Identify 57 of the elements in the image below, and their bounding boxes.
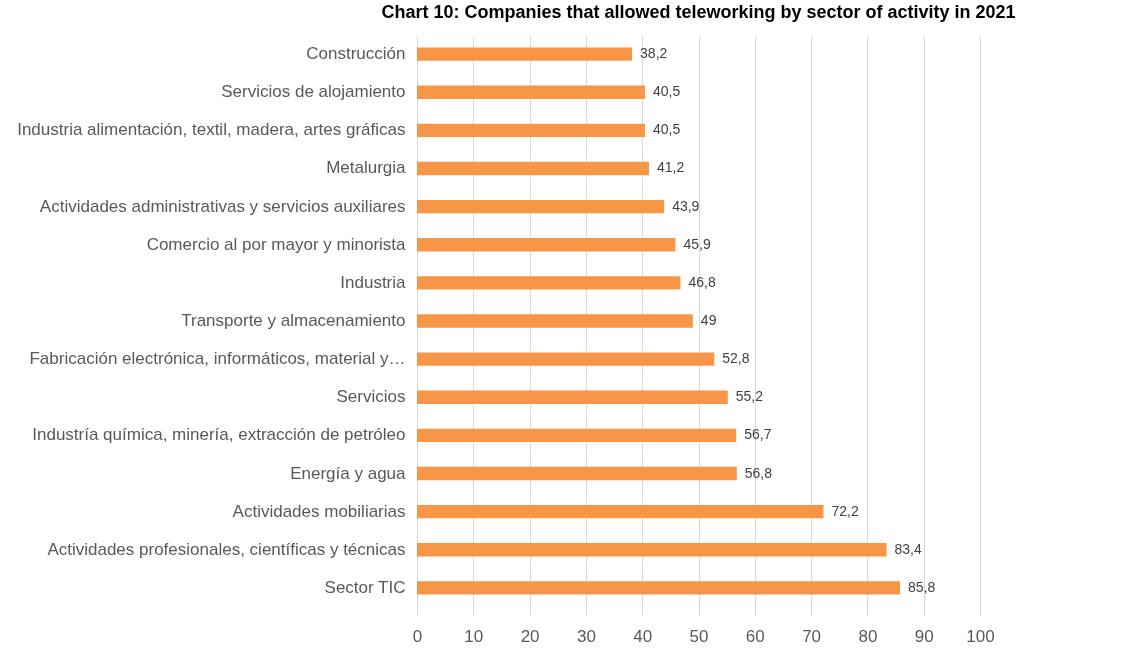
bar — [417, 428, 737, 443]
x-tick-label: 40 — [633, 626, 653, 646]
data-label: 52,8 — [722, 350, 750, 367]
x-tick-label: 60 — [745, 626, 765, 646]
y-tick-label: Fabricación electrónica, informáticos, material y… — [29, 349, 406, 369]
y-tick-label: Industría química, minería, extracción de petróleo — [32, 425, 406, 445]
x-tick-label: 0 — [412, 626, 423, 646]
data-label: 83,4 — [894, 540, 922, 557]
data-label: 45,9 — [683, 235, 711, 252]
data-label: 43,9 — [672, 197, 700, 214]
x-tick-label: 50 — [689, 626, 709, 646]
data-label: 55,2 — [735, 388, 764, 405]
bar — [417, 352, 715, 366]
bar — [417, 466, 737, 481]
data-label: 49 — [700, 312, 717, 328]
bar — [417, 390, 728, 404]
x-tick-label: 80 — [858, 626, 878, 646]
y-tick-label: Sector TIC — [324, 577, 406, 597]
data-label: 40,5 — [653, 121, 681, 138]
bar — [417, 581, 901, 595]
y-tick-label: Transporte y almacenamiento — [181, 311, 406, 330]
x-tick-label: 90 — [914, 626, 934, 646]
data-label: 72,2 — [831, 502, 859, 519]
bar — [417, 85, 646, 99]
y-tick-label: Actividades mobiliarias — [232, 501, 406, 521]
y-tick-label: Industria alimentación, textil, madera, artes gráficas — [17, 120, 406, 140]
x-tick-label: 100 — [966, 626, 995, 646]
bar — [417, 238, 676, 252]
y-tick-label: Industria — [340, 272, 407, 292]
y-tick-label: Energía y agua — [290, 463, 407, 483]
bar — [417, 543, 887, 557]
bar — [417, 161, 649, 176]
data-label: 85,8 — [908, 578, 936, 595]
x-tick-label: 70 — [802, 626, 822, 646]
bar — [417, 47, 633, 61]
x-tick-label: 20 — [520, 626, 540, 646]
data-label: 46,8 — [688, 273, 716, 290]
y-tick-label: Actividades profesionales, científicas y técnicas — [47, 539, 406, 559]
data-label: 38,2 — [640, 45, 668, 62]
chart-title: Chart 10: Companies that allowed teleworking by sector of activity in 2021 — [381, 2, 1016, 22]
y-tick-label: Comercio al por mayor y minorista — [146, 234, 407, 254]
data-label: 40,5 — [653, 83, 681, 100]
data-label: 41,2 — [656, 159, 685, 176]
bar — [417, 314, 693, 328]
bar — [417, 123, 646, 138]
x-tick-label: 10 — [464, 626, 484, 646]
y-tick-label: Construcción — [306, 44, 406, 64]
y-tick-label: Metalurgia — [326, 158, 407, 178]
bar — [417, 199, 665, 214]
y-tick-label: Servicios — [336, 387, 406, 407]
data-label: 56,8 — [744, 464, 773, 481]
y-tick-label: Actividades administrativas y servicios auxiliares — [39, 196, 406, 216]
bar — [417, 276, 681, 290]
x-tick-label: 30 — [576, 626, 596, 646]
bar — [417, 504, 824, 519]
y-tick-label: Servicios de alojamiento — [221, 82, 406, 102]
data-label: 56,7 — [744, 426, 772, 443]
